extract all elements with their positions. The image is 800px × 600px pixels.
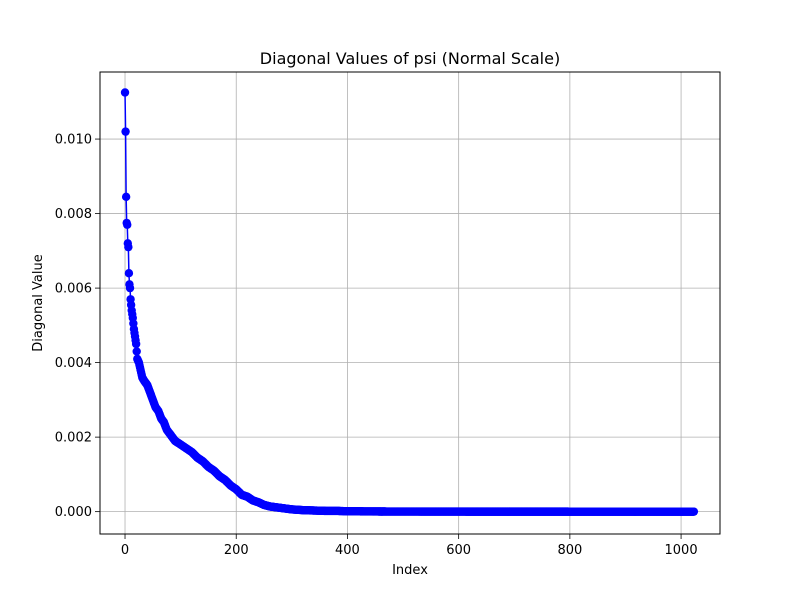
y-tick-label: 0.002 [55, 431, 92, 446]
data-point [124, 268, 134, 278]
y-axis-label: Diagonal Value [31, 254, 46, 351]
data-point [131, 339, 141, 349]
data-point [121, 192, 131, 202]
x-tick-label: 1000 [665, 543, 698, 558]
plot-frame [99, 71, 721, 535]
x-tick-label: 800 [557, 543, 582, 558]
data-point [125, 283, 135, 293]
chart-title: Diagonal Values of psi (Normal Scale) [260, 49, 560, 68]
grid-layer [100, 72, 720, 534]
data-point [132, 347, 141, 356]
data-point [689, 507, 699, 516]
y-tick-label: 0.000 [55, 505, 92, 520]
y-tick-label: 0.006 [55, 282, 92, 297]
x-axis-label: Index [392, 563, 428, 578]
data-point [121, 127, 130, 136]
data-point [123, 220, 132, 229]
x-tick-label: 0 [121, 543, 129, 558]
series-markers [120, 88, 699, 516]
series-layer [120, 88, 699, 516]
tick-layer: 0 200 400 600 800 1000 0.000 0.002 0.004 0.006 0.0… [55, 133, 698, 558]
data-point [120, 88, 130, 97]
y-tick-label: 0.004 [55, 356, 92, 371]
y-tick-label: 0.008 [55, 207, 92, 222]
x-tick-label: 400 [335, 543, 360, 558]
y-tick-label: 0.010 [55, 133, 92, 148]
x-tick-label: 200 [224, 543, 249, 558]
data-point [124, 242, 133, 252]
x-tick-label: 600 [446, 543, 471, 558]
